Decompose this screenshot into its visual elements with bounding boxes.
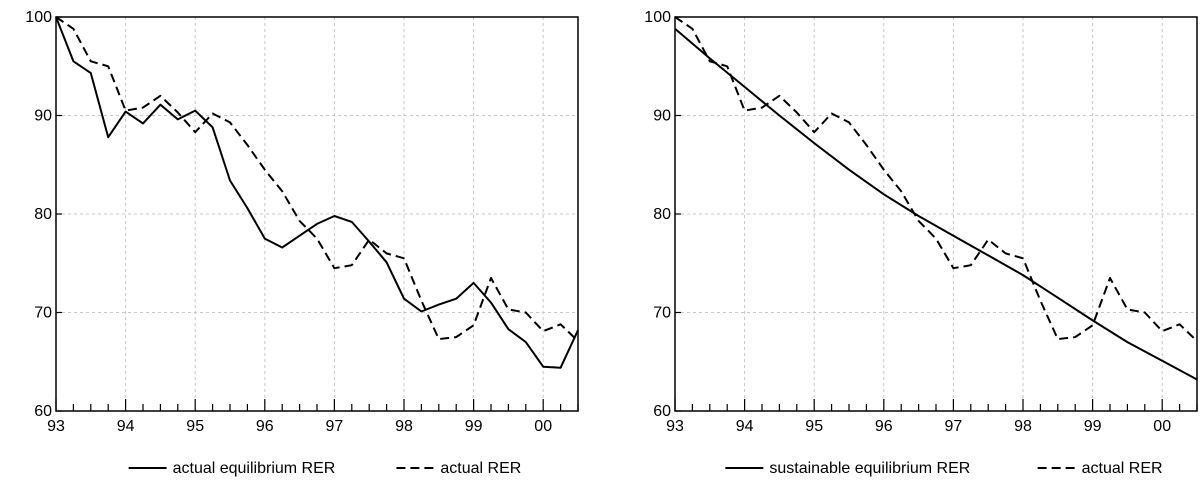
y-tick-label: 60 — [653, 403, 671, 420]
x-tick-label: 93 — [666, 418, 684, 435]
right-chart: 60 70 80 90 100 93 94 95 96 97 98 99 00 sustainable e… — [644, 9, 1198, 477]
y-tick-label: 60 — [34, 403, 52, 420]
legend-label: actual equilibrium RER — [173, 460, 336, 477]
legend-label: actual RER — [440, 460, 521, 477]
series-line-equilibrium-rer — [55, 16, 579, 369]
x-tick-label: 99 — [465, 418, 483, 435]
y-tick-label: 70 — [653, 305, 671, 322]
x-tick-label: 95 — [186, 418, 204, 435]
x-tick-label: 94 — [736, 418, 754, 435]
x-tick-label: 94 — [117, 418, 135, 435]
x-tick-label: 98 — [1014, 418, 1032, 435]
x-tick-label: 97 — [945, 418, 963, 435]
x-tick-label: 00 — [534, 418, 552, 435]
x-tick-label: 95 — [805, 418, 823, 435]
legend-label: sustainable equilibrium RER — [769, 460, 970, 477]
legend-label: actual RER — [1082, 460, 1163, 477]
y-tick-label: 100 — [25, 9, 52, 26]
series-line-actual-rer — [55, 16, 579, 342]
x-tick-label: 99 — [1084, 418, 1102, 435]
x-tick-label: 00 — [1153, 418, 1171, 435]
series-line-equilibrium-rer — [674, 28, 1198, 381]
x-tick-label: 98 — [395, 418, 413, 435]
y-tick-label: 80 — [34, 206, 52, 223]
x-tick-label: 97 — [326, 418, 344, 435]
y-tick-label: 90 — [34, 108, 52, 125]
x-tick-label: 96 — [256, 418, 274, 435]
left-chart: 60 70 80 90 100 93 94 95 96 97 98 99 00 actual equili… — [25, 9, 579, 477]
y-tick-label: 70 — [34, 305, 52, 322]
y-tick-label: 80 — [653, 206, 671, 223]
y-tick-label: 90 — [653, 108, 671, 125]
y-tick-label: 100 — [644, 9, 671, 26]
series-line-actual-rer — [674, 16, 1198, 342]
x-tick-label: 96 — [875, 418, 893, 435]
x-tick-label: 93 — [47, 418, 65, 435]
